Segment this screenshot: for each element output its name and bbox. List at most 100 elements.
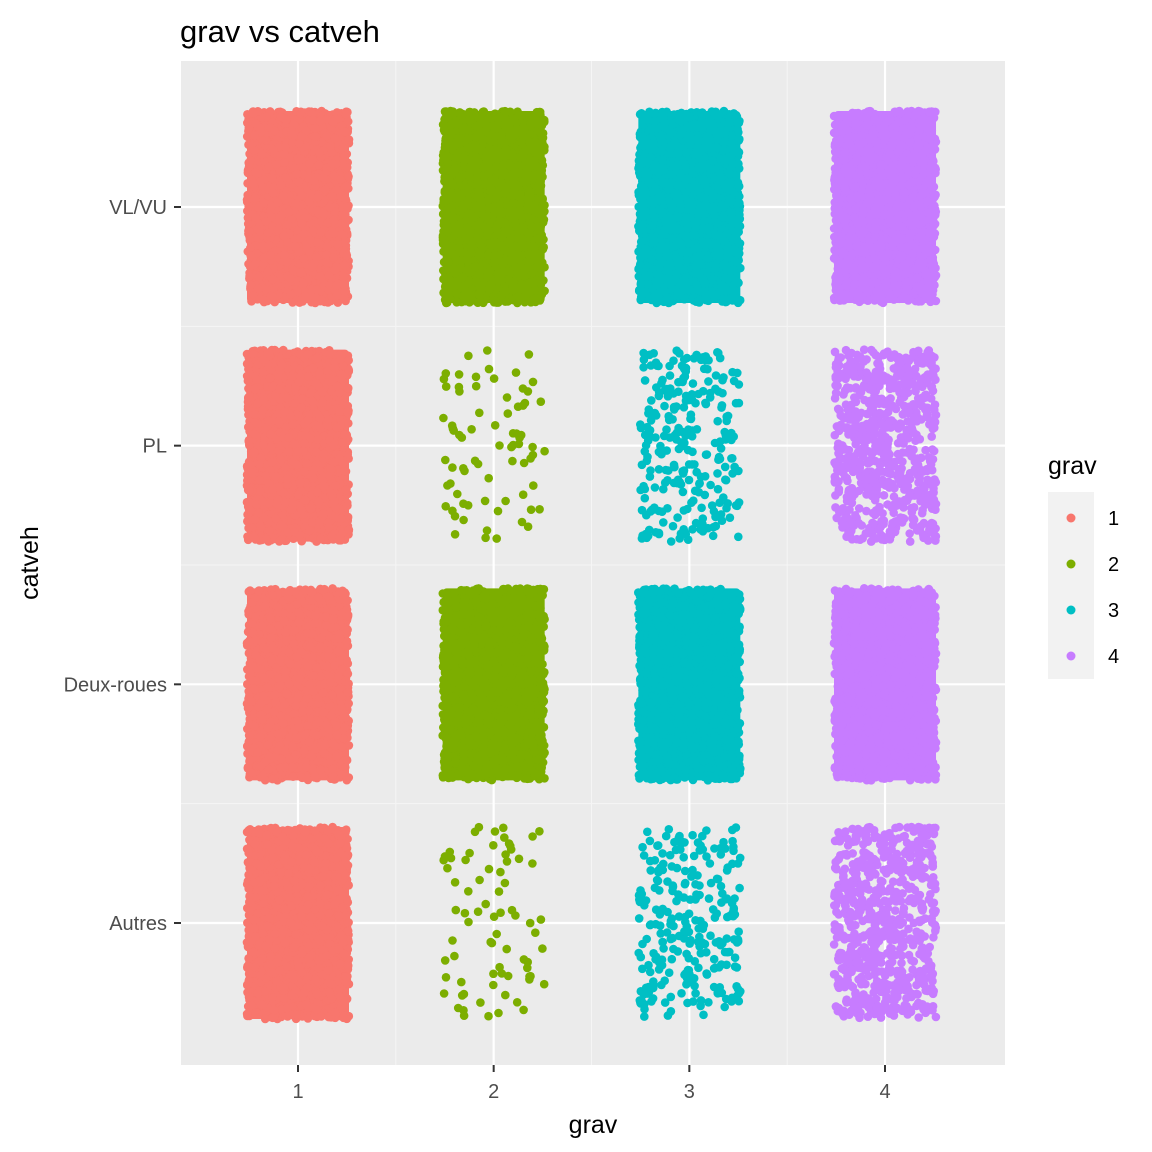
data-point (690, 269, 700, 278)
data-point (508, 131, 518, 140)
data-points (242, 106, 941, 1024)
data-point (281, 115, 291, 125)
data-point (726, 156, 736, 166)
data-point (341, 194, 350, 204)
data-point (719, 106, 729, 116)
data-point (243, 190, 252, 200)
data-point (521, 146, 530, 155)
data-point (715, 174, 724, 183)
data-point (637, 191, 646, 200)
data-point (328, 117, 338, 127)
data-point (680, 294, 689, 304)
data-point (474, 186, 484, 196)
data-point (658, 156, 667, 165)
data-point (644, 271, 654, 280)
data-point (321, 184, 330, 194)
data-point (707, 288, 717, 297)
data-point (733, 148, 743, 158)
data-point (273, 198, 283, 207)
data-point (529, 156, 539, 166)
data-point (330, 134, 340, 143)
data-point (340, 287, 349, 296)
data-point (642, 135, 651, 144)
data-point (695, 184, 704, 194)
data-point (709, 108, 719, 117)
data-point (682, 224, 692, 233)
data-point (701, 141, 710, 151)
data-point (280, 142, 290, 152)
data-point (650, 214, 660, 223)
data-point (709, 211, 719, 220)
data-point (329, 216, 339, 225)
data-point (449, 213, 459, 223)
data-point (330, 265, 340, 275)
data-point (329, 253, 339, 262)
data-point (519, 271, 528, 281)
data-point (702, 134, 711, 143)
data-point (340, 127, 350, 136)
data-point (474, 269, 484, 279)
data-point (495, 200, 505, 210)
data-point (255, 227, 265, 236)
data-point (659, 297, 669, 307)
data-point (443, 227, 452, 237)
data-point (332, 291, 342, 300)
data-point (249, 108, 258, 118)
data-point (662, 213, 671, 223)
data-point (322, 242, 332, 251)
data-point (279, 250, 289, 260)
data-point (250, 131, 259, 140)
data-point (677, 182, 687, 191)
data-point (492, 124, 502, 133)
data-point (670, 241, 680, 251)
data-point (283, 220, 293, 229)
data-point (328, 159, 337, 169)
data-point (641, 207, 651, 216)
data-point (297, 191, 307, 200)
data-point (287, 129, 296, 138)
data-point (478, 107, 488, 117)
data-point (708, 156, 717, 166)
data-point (342, 109, 351, 119)
data-point (269, 145, 278, 155)
data-point (316, 227, 326, 237)
data-point (251, 213, 261, 222)
data-point (535, 187, 545, 197)
data-point (514, 243, 524, 253)
data-point (243, 118, 252, 128)
data-point (897, 242, 906, 252)
data-point (467, 242, 476, 251)
chart-title: grav vs catveh (180, 14, 380, 49)
data-point (506, 234, 516, 244)
data-point (736, 263, 745, 273)
data-point (706, 240, 715, 250)
data-point (339, 230, 349, 240)
data-point (646, 178, 656, 188)
data-point (263, 228, 273, 238)
data-point (327, 148, 337, 157)
data-point (493, 190, 503, 200)
data-point (487, 282, 496, 291)
data-point (538, 116, 547, 126)
data-point (719, 213, 728, 222)
data-point (652, 298, 661, 308)
data-point (637, 278, 646, 288)
data-point (245, 262, 255, 272)
data-point (667, 178, 676, 187)
data-point (637, 109, 646, 118)
data-point (721, 286, 730, 296)
data-point (442, 298, 452, 307)
data-point (691, 253, 701, 262)
data-point (305, 159, 314, 169)
data-point (649, 238, 659, 247)
data-point (463, 196, 473, 205)
data-point (486, 203, 496, 213)
data-point (456, 256, 466, 266)
data-point (284, 207, 294, 216)
data-point (686, 196, 696, 206)
data-point (455, 173, 465, 183)
data-point (493, 269, 503, 279)
data-point (703, 253, 713, 263)
data-point (272, 160, 281, 169)
data-point (723, 243, 733, 253)
